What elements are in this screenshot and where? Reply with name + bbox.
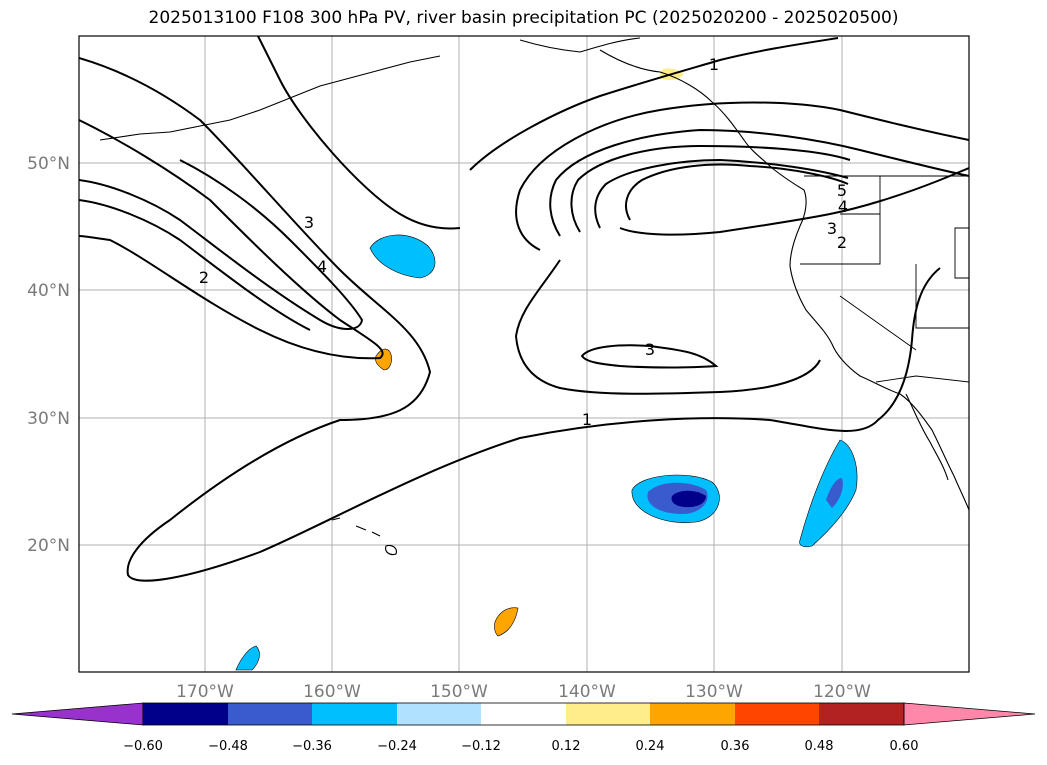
lat-label: 40°N bbox=[27, 281, 70, 301]
lon-label: 130°W bbox=[685, 682, 743, 702]
contour-tail bbox=[619, 167, 969, 236]
pv-contours bbox=[79, 36, 969, 582]
colorbar-tick-label: −0.24 bbox=[377, 739, 417, 754]
contour-trough-inner bbox=[625, 163, 849, 221]
map-title: 2025013100 F108 300 hPa PV, river basin … bbox=[148, 8, 899, 28]
contour-label: 5 bbox=[837, 181, 847, 200]
contour-label: 4 bbox=[317, 257, 327, 276]
colorbar-extend-left bbox=[11, 702, 144, 726]
aleutian-islands bbox=[99, 55, 441, 141]
contour-label: 1 bbox=[709, 55, 719, 74]
contour-label: 2 bbox=[199, 268, 209, 287]
colorbar: −0.60 −0.48 −0.36 −0.24 −0.12 0.12 0.24 … bbox=[11, 702, 1036, 754]
contour-label: 4 bbox=[838, 197, 848, 216]
north-american-coast bbox=[599, 49, 969, 511]
latitude-labels: 50°N 40°N 30°N 20°N bbox=[27, 154, 70, 556]
colorbar-bin bbox=[397, 703, 481, 725]
colorbar-tick-label: −0.36 bbox=[292, 739, 332, 754]
hawaii-islands bbox=[331, 517, 397, 556]
lon-label: 150°W bbox=[430, 682, 488, 702]
colorbar-extend-right bbox=[903, 702, 1036, 726]
precip-patch-east bbox=[799, 439, 858, 548]
borders bbox=[800, 175, 969, 383]
contour-4 bbox=[79, 199, 311, 331]
colorbar-tick-label: 0.60 bbox=[890, 739, 919, 754]
colorbar-tick-label: 0.36 bbox=[721, 739, 750, 754]
contour-trough-4 bbox=[594, 158, 849, 229]
colorbar-tick-label: −0.60 bbox=[123, 739, 163, 754]
colorbar-bin bbox=[312, 703, 397, 725]
contour-ridge bbox=[257, 36, 461, 230]
map-frame bbox=[78, 35, 970, 673]
colorbar-bin bbox=[566, 703, 650, 725]
lon-label: 170°W bbox=[176, 682, 234, 702]
contour-label: 3 bbox=[304, 213, 314, 232]
lon-label: 120°W bbox=[813, 682, 871, 702]
contour-central-loop bbox=[514, 259, 821, 395]
colorbar-tick-label: −0.12 bbox=[461, 739, 501, 754]
contour-label: 3 bbox=[827, 219, 837, 238]
colorbar-bin bbox=[143, 703, 228, 725]
colorbar-tick-label: 0.24 bbox=[636, 739, 665, 754]
colorbar-outline bbox=[142, 702, 905, 726]
colorbar-bin bbox=[481, 703, 566, 725]
colorbar-tick-label: 0.12 bbox=[552, 739, 581, 754]
alaska-coast bbox=[519, 37, 641, 53]
colorbar-tick-label: −0.48 bbox=[208, 739, 248, 754]
contour-label: 2 bbox=[837, 233, 847, 252]
colorbar-bin bbox=[819, 703, 904, 725]
precipitation-shading bbox=[235, 68, 858, 671]
contour-label: 1 bbox=[582, 410, 592, 429]
contour-trough-outer bbox=[515, 101, 969, 251]
colorbar-bin bbox=[228, 703, 312, 725]
contour-3-central bbox=[580, 344, 719, 369]
precip-patch-north-pacific bbox=[369, 234, 436, 279]
contour-trough-3 bbox=[570, 144, 851, 233]
lat-label: 20°N bbox=[27, 536, 70, 556]
lon-label: 140°W bbox=[558, 682, 616, 702]
precip-patch-positive-1 bbox=[375, 348, 392, 371]
lat-label: 30°N bbox=[27, 409, 70, 429]
gridlines bbox=[79, 36, 969, 672]
colorbar-tick-label: 0.48 bbox=[805, 739, 834, 754]
longitude-labels: 170°W 160°W 150°W 140°W 130°W 120°W bbox=[176, 682, 871, 702]
contour-label: 3 bbox=[645, 340, 655, 359]
coastlines bbox=[99, 37, 969, 556]
precip-patch-positive-2 bbox=[494, 607, 519, 637]
lon-label: 160°W bbox=[303, 682, 361, 702]
precip-patch-south bbox=[235, 645, 260, 671]
contour-1 bbox=[79, 57, 941, 582]
contour-2 bbox=[79, 119, 384, 360]
contour-1-north bbox=[469, 37, 839, 171]
colorbar-bin bbox=[735, 703, 819, 725]
contour-3 bbox=[79, 159, 364, 330]
baja-california-coast bbox=[905, 393, 949, 481]
lat-label: 50°N bbox=[27, 154, 70, 174]
contour-trough-2 bbox=[549, 128, 969, 237]
colorbar-bin bbox=[650, 703, 735, 725]
contour-labels: 1 1 2 2 3 3 3 4 4 5 bbox=[199, 55, 848, 429]
